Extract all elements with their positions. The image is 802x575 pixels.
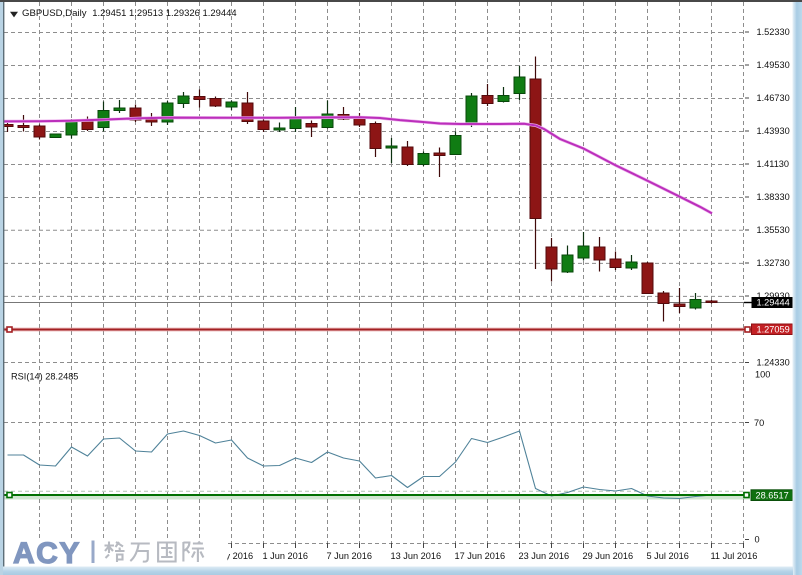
svg-text:1.49530: 1.49530 [757, 60, 790, 70]
svg-text:1 Jun 2016: 1 Jun 2016 [263, 551, 308, 561]
svg-text:13 Jun 2016: 13 Jun 2016 [391, 551, 442, 561]
svg-text:RSI(14) 28.2485: RSI(14) 28.2485 [11, 372, 78, 382]
svg-text:1.27059: 1.27059 [757, 325, 790, 335]
svg-text:GBPUSD,Daily: GBPUSD,Daily [22, 8, 87, 19]
svg-text:1.29930: 1.29930 [757, 291, 790, 301]
svg-text:5 Jul 2016: 5 Jul 2016 [647, 551, 689, 561]
svg-text:70: 70 [754, 418, 764, 428]
svg-text:ACY: ACY [13, 537, 81, 570]
svg-text:1.29451 1.29513 1.29326 1.2944: 1.29451 1.29513 1.29326 1.29444 [92, 8, 236, 19]
svg-text:1.38330: 1.38330 [757, 192, 790, 202]
svg-text:1.43930: 1.43930 [757, 126, 790, 136]
svg-text:1.41130: 1.41130 [757, 159, 790, 169]
svg-text:23 Jun 2016: 23 Jun 2016 [519, 551, 570, 561]
svg-text:1.24330: 1.24330 [757, 358, 790, 368]
svg-text:11 Jul 2016: 11 Jul 2016 [711, 551, 758, 561]
svg-text:100: 100 [755, 370, 770, 380]
svg-text:0: 0 [755, 535, 760, 545]
svg-text:1.29444: 1.29444 [757, 298, 790, 308]
svg-text:7 Jun 2016: 7 Jun 2016 [327, 551, 372, 561]
svg-text:17 Jun 2016: 17 Jun 2016 [455, 551, 506, 561]
svg-text:1.35530: 1.35530 [757, 225, 790, 235]
svg-text:1.46730: 1.46730 [757, 93, 790, 103]
svg-text:1.32730: 1.32730 [757, 258, 790, 268]
svg-text:28.6517: 28.6517 [756, 490, 789, 500]
svg-text:1.52330: 1.52330 [757, 27, 790, 37]
svg-text:29 Jun 2016: 29 Jun 2016 [583, 551, 634, 561]
